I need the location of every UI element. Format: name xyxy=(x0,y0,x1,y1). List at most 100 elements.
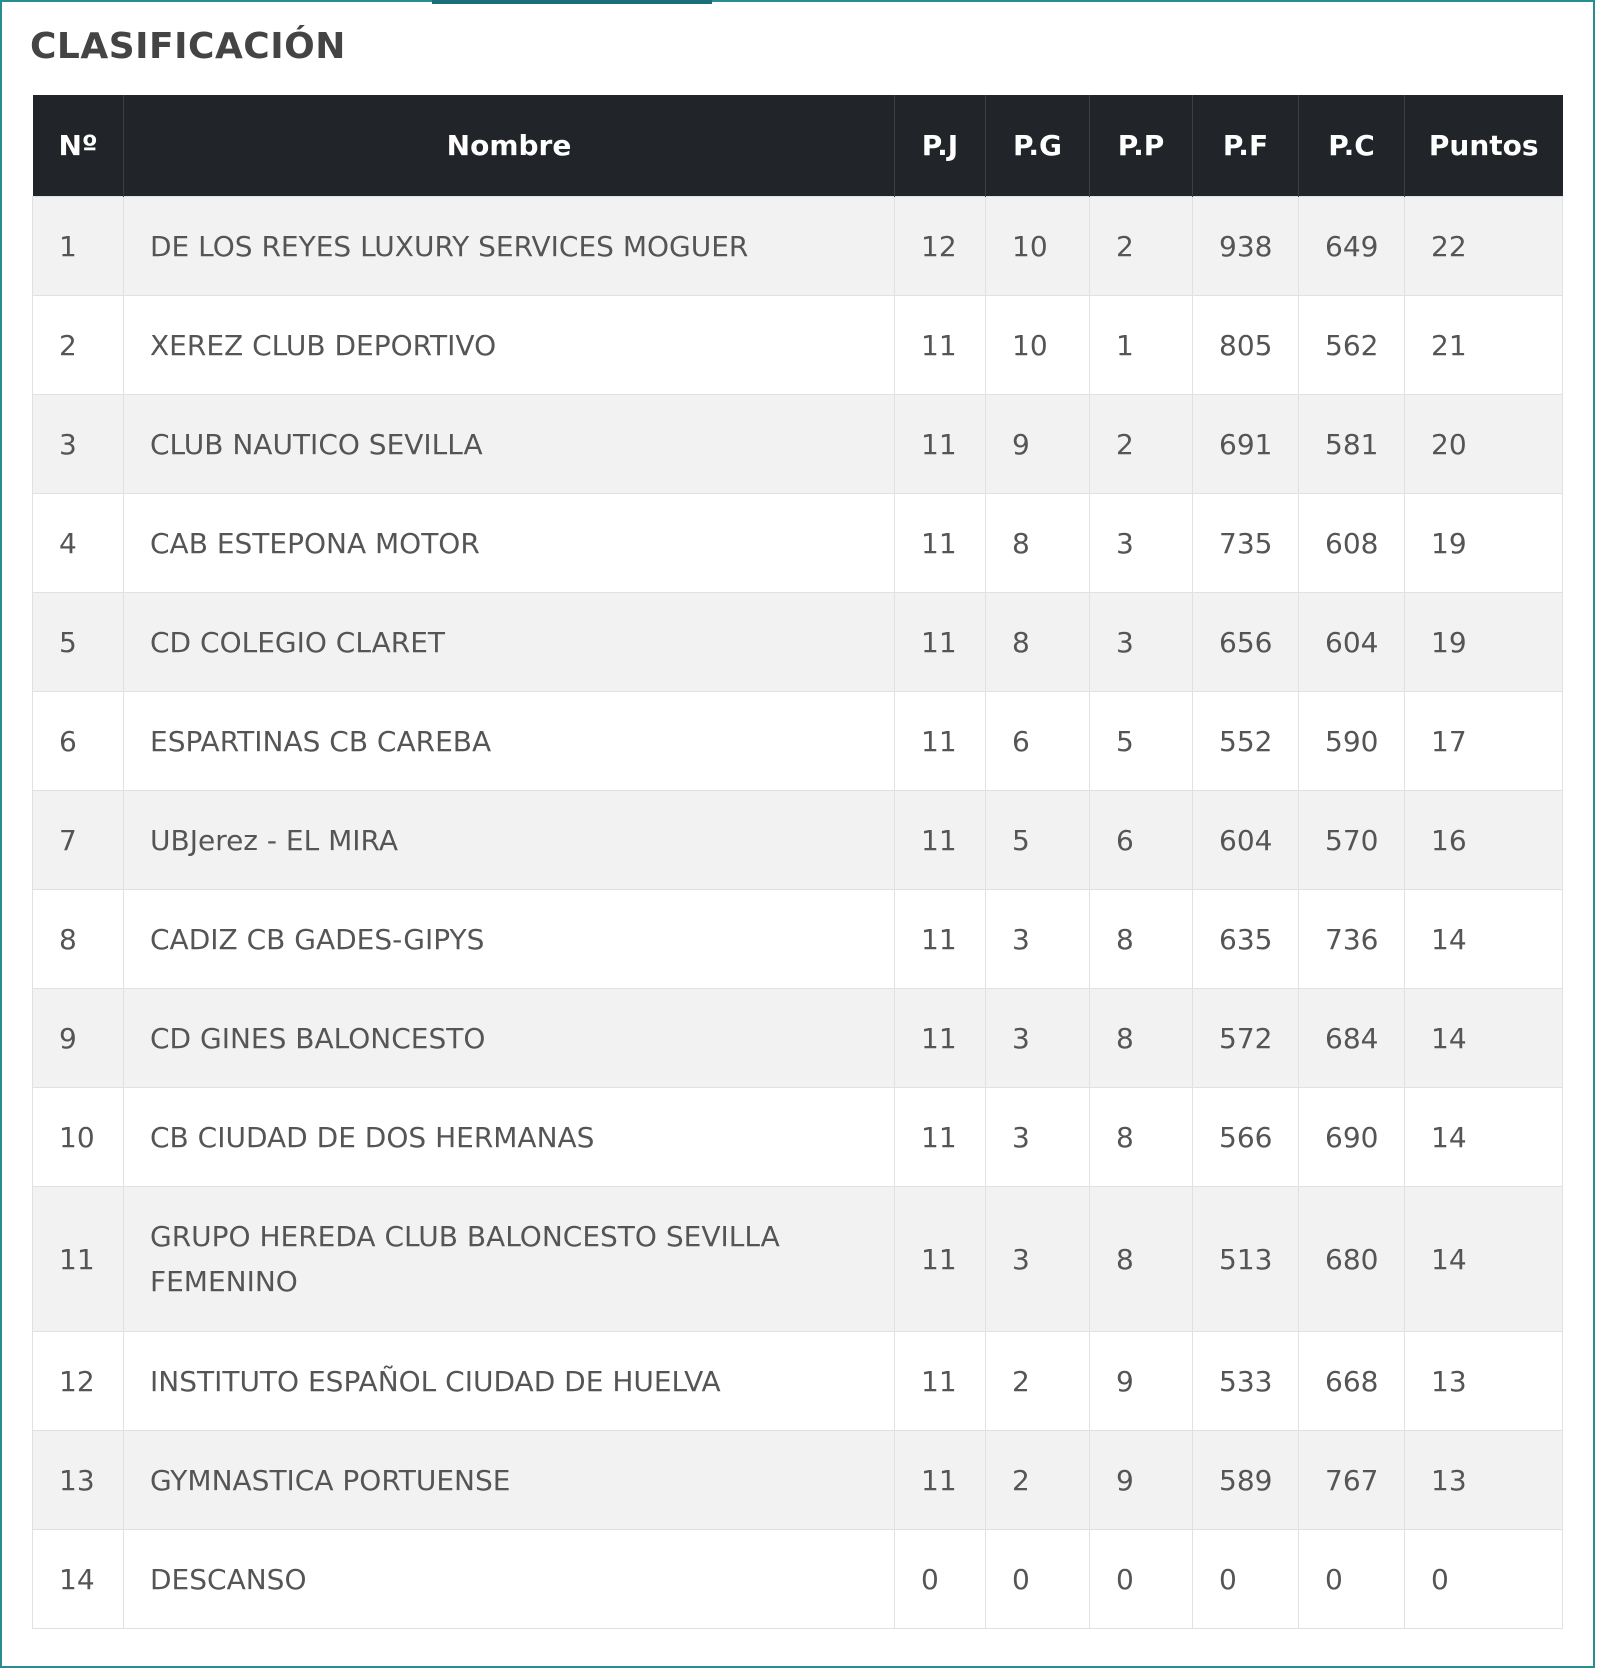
points-against-cell: 767 xyxy=(1298,1430,1405,1530)
rank-cell: 13 xyxy=(32,1430,124,1530)
header-points-for[interactable]: P.F xyxy=(1192,95,1299,197)
played-cell: 11 xyxy=(894,295,986,395)
points-for-cell: 572 xyxy=(1192,988,1299,1088)
rank-cell: 7 xyxy=(32,790,124,890)
won-cell: 2 xyxy=(985,1331,1090,1431)
table-row: 12 INSTITUTO ESPAÑOL CIUDAD DE HUELVA 11 2 9… xyxy=(32,1331,1563,1431)
played-cell: 11 xyxy=(894,1186,986,1332)
won-cell: 9 xyxy=(985,394,1090,494)
rank-cell: 3 xyxy=(32,394,124,494)
points-against-cell: 608 xyxy=(1298,493,1405,593)
points-against-cell: 562 xyxy=(1298,295,1405,395)
table-row: 14 DESCANSO 0 0 0 0 0 0 xyxy=(32,1529,1563,1629)
points-against-cell: 680 xyxy=(1298,1186,1405,1332)
team-name-cell: ESPARTINAS CB CAREBA xyxy=(123,691,895,791)
header-points[interactable]: Puntos xyxy=(1404,95,1563,197)
points-for-cell: 735 xyxy=(1192,493,1299,593)
page-title: CLASIFICACIÓN xyxy=(30,26,346,67)
points-against-cell: 590 xyxy=(1298,691,1405,791)
points-for-cell: 635 xyxy=(1192,889,1299,989)
header-points-against[interactable]: P.C xyxy=(1298,95,1405,197)
points-cell: 17 xyxy=(1404,691,1563,791)
team-name-cell: UBJerez - EL MIRA xyxy=(123,790,895,890)
table-row: 2 XEREZ CLUB DEPORTIVO 11 10 1 805 562 21 xyxy=(32,295,1563,395)
rank-cell: 2 xyxy=(32,295,124,395)
points-for-cell: 513 xyxy=(1192,1186,1299,1332)
rank-cell: 14 xyxy=(32,1529,124,1629)
won-cell: 5 xyxy=(985,790,1090,890)
standings-table: Nº Nombre P.J P.G P.P P.F P.C Puntos 1 DE… xyxy=(32,95,1563,1629)
team-name-cell: CD COLEGIO CLARET xyxy=(123,592,895,692)
team-name-cell: CD GINES BALONCESTO xyxy=(123,988,895,1088)
played-cell: 11 xyxy=(894,889,986,989)
header-played[interactable]: P.J xyxy=(894,95,986,197)
points-cell: 19 xyxy=(1404,592,1563,692)
rank-cell: 8 xyxy=(32,889,124,989)
points-for-cell: 938 xyxy=(1192,196,1299,296)
points-cell: 14 xyxy=(1404,988,1563,1088)
rank-cell: 10 xyxy=(32,1087,124,1187)
table-row: 10 CB CIUDAD DE DOS HERMANAS 11 3 8 566 690 14 xyxy=(32,1087,1563,1187)
points-against-cell: 0 xyxy=(1298,1529,1405,1629)
points-against-cell: 684 xyxy=(1298,988,1405,1088)
lost-cell: 3 xyxy=(1089,592,1193,692)
header-won[interactable]: P.G xyxy=(985,95,1090,197)
points-for-cell: 691 xyxy=(1192,394,1299,494)
header-number[interactable]: Nº xyxy=(32,95,124,197)
played-cell: 11 xyxy=(894,592,986,692)
lost-cell: 5 xyxy=(1089,691,1193,791)
points-cell: 14 xyxy=(1404,1087,1563,1187)
table-row: 13 GYMNASTICA PORTUENSE 11 2 9 589 767 13 xyxy=(32,1430,1563,1530)
won-cell: 8 xyxy=(985,592,1090,692)
points-cell: 13 xyxy=(1404,1430,1563,1530)
won-cell: 6 xyxy=(985,691,1090,791)
team-name-cell: INSTITUTO ESPAÑOL CIUDAD DE HUELVA xyxy=(123,1331,895,1431)
played-cell: 11 xyxy=(894,691,986,791)
won-cell: 3 xyxy=(985,1186,1090,1332)
points-for-cell: 589 xyxy=(1192,1430,1299,1530)
rank-cell: 11 xyxy=(32,1186,124,1332)
lost-cell: 0 xyxy=(1089,1529,1193,1629)
team-name-cell: DE LOS REYES LUXURY SERVICES MOGUER xyxy=(123,196,895,296)
points-cell: 14 xyxy=(1404,1186,1563,1332)
points-against-cell: 604 xyxy=(1298,592,1405,692)
points-cell: 13 xyxy=(1404,1331,1563,1431)
points-for-cell: 656 xyxy=(1192,592,1299,692)
table-row: 8 CADIZ CB GADES-GIPYS 11 3 8 635 736 14 xyxy=(32,889,1563,989)
lost-cell: 2 xyxy=(1089,196,1193,296)
rank-cell: 4 xyxy=(32,493,124,593)
team-name-cell: GYMNASTICA PORTUENSE xyxy=(123,1430,895,1530)
team-name-cell: DESCANSO xyxy=(123,1529,895,1629)
team-name-cell: CADIZ CB GADES-GIPYS xyxy=(123,889,895,989)
lost-cell: 2 xyxy=(1089,394,1193,494)
table-row: 11 GRUPO HEREDA CLUB BALONCESTO SEVILLA F… xyxy=(32,1186,1563,1332)
points-cell: 16 xyxy=(1404,790,1563,890)
standings-body: 1 DE LOS REYES LUXURY SERVICES MOGUER 12 10… xyxy=(32,196,1563,1629)
table-row: 9 CD GINES BALONCESTO 11 3 8 572 684 14 xyxy=(32,988,1563,1088)
won-cell: 3 xyxy=(985,988,1090,1088)
played-cell: 0 xyxy=(894,1529,986,1629)
points-for-cell: 552 xyxy=(1192,691,1299,791)
points-against-cell: 581 xyxy=(1298,394,1405,494)
played-cell: 12 xyxy=(894,196,986,296)
played-cell: 11 xyxy=(894,1087,986,1187)
header-name[interactable]: Nombre xyxy=(123,95,895,197)
lost-cell: 6 xyxy=(1089,790,1193,890)
team-name-cell: CLUB NAUTICO SEVILLA xyxy=(123,394,895,494)
played-cell: 11 xyxy=(894,988,986,1088)
header-lost[interactable]: P.P xyxy=(1089,95,1193,197)
rank-cell: 1 xyxy=(32,196,124,296)
won-cell: 2 xyxy=(985,1430,1090,1530)
points-against-cell: 736 xyxy=(1298,889,1405,989)
points-against-cell: 690 xyxy=(1298,1087,1405,1187)
table-row: 7 UBJerez - EL MIRA 11 5 6 604 570 16 xyxy=(32,790,1563,890)
played-cell: 11 xyxy=(894,493,986,593)
rank-cell: 6 xyxy=(32,691,124,791)
team-name-cell: CB CIUDAD DE DOS HERMANAS xyxy=(123,1087,895,1187)
table-row: 1 DE LOS REYES LUXURY SERVICES MOGUER 12 10… xyxy=(32,196,1563,296)
won-cell: 0 xyxy=(985,1529,1090,1629)
table-header-row: Nº Nombre P.J P.G P.P P.F P.C Puntos xyxy=(32,95,1563,197)
played-cell: 11 xyxy=(894,394,986,494)
lost-cell: 1 xyxy=(1089,295,1193,395)
